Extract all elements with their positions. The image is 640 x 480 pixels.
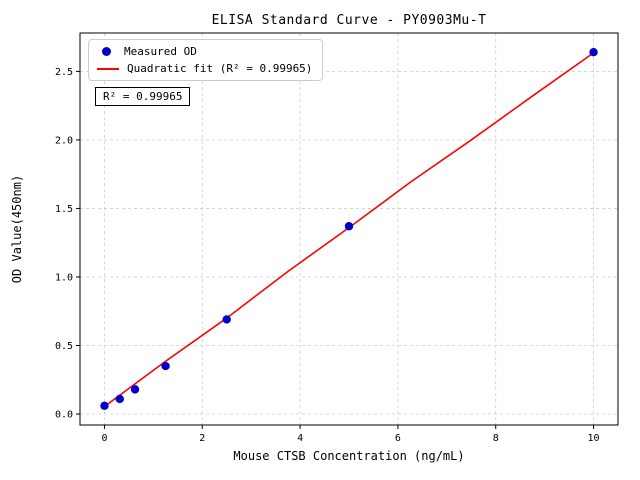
- data-point: [222, 315, 231, 324]
- measured-od-marker-icon: [102, 47, 111, 56]
- data-point: [130, 385, 140, 394]
- data-point: [344, 222, 354, 231]
- data-point: [161, 361, 170, 371]
- data-point: [100, 401, 109, 411]
- x-tick-label: 6: [395, 433, 401, 444]
- x-tick-label: 0: [101, 433, 107, 444]
- quadratic-fit-marker-icon: [97, 67, 119, 70]
- plot-border: [79, 32, 619, 426]
- y-tick-label: 0.0: [55, 410, 73, 421]
- x-tick-label: 8: [493, 433, 499, 444]
- chart-title: ELISA Standard Curve - PY0903Mu-T: [211, 13, 487, 28]
- y-axis-label: OD Value(450nm): [10, 174, 24, 284]
- y-tick-label: 2.5: [55, 67, 73, 78]
- legend: Measured OD Quadratic fit (R² = 0.99965): [88, 39, 324, 81]
- x-tick-label: 4: [297, 433, 303, 444]
- legend-entry-measured-od: Measured OD: [97, 45, 312, 58]
- x-axis-label: Mouse CTSB Concentration (ng/mL): [233, 449, 465, 463]
- x-tick-label: 2: [199, 433, 205, 444]
- legend-entry-quadratic-fit: Quadratic fit (R² = 0.99965): [97, 62, 312, 75]
- y-tick-label: 1.0: [55, 272, 73, 283]
- r-squared-annotation: R² = 0.99965: [95, 87, 191, 106]
- y-tick-label: 2.0: [55, 135, 73, 146]
- legend-label-measured-od: Measured OD: [124, 45, 197, 58]
- x-tick-label: 10: [588, 433, 600, 444]
- y-tick-label: 1.5: [55, 204, 73, 215]
- data-point: [115, 394, 124, 404]
- data-point: [589, 47, 598, 57]
- legend-label-quadratic-fit: Quadratic fit (R² = 0.99965): [127, 62, 313, 75]
- y-tick-label: 0.5: [55, 341, 73, 352]
